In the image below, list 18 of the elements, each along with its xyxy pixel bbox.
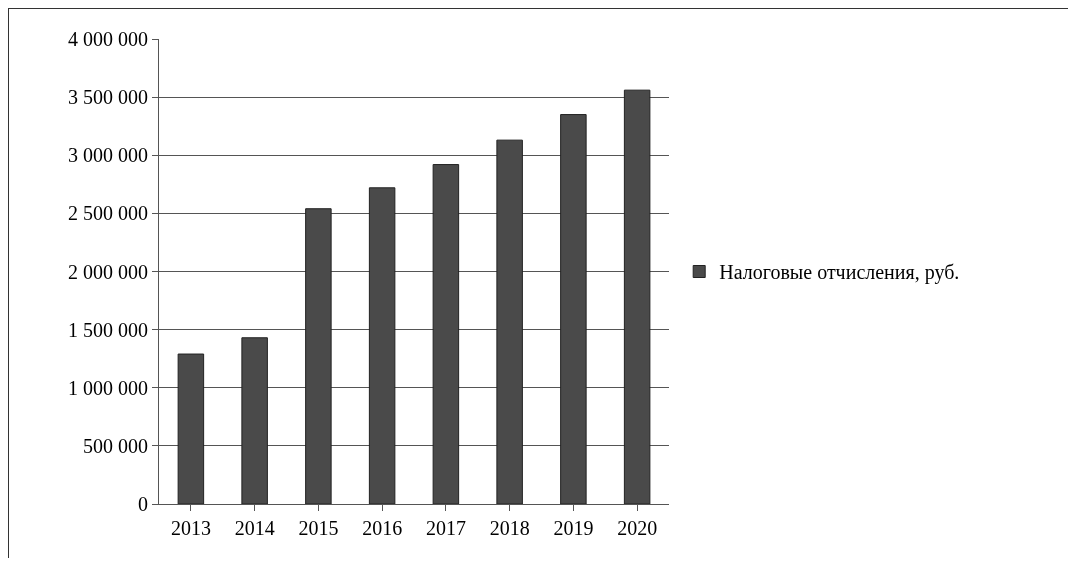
x-tick-label: 2018 [489, 517, 530, 539]
x-tick-label: 2014 [234, 517, 275, 539]
y-tick-label: 1 000 000 [68, 376, 148, 399]
x-tick-label: 2017 [425, 517, 466, 539]
legend-label: Налоговые отчисления, руб. [719, 261, 960, 285]
y-tick-label: 3 000 000 [68, 144, 148, 167]
y-tick-label: 2 000 000 [68, 260, 148, 283]
x-tick-label: 2020 [617, 517, 658, 539]
y-tick-label: 4 000 000 [68, 28, 148, 50]
x-tick-label: 2013 [170, 517, 211, 539]
y-tick-label: 2 500 000 [68, 202, 148, 225]
x-tick-label: 2015 [298, 517, 339, 539]
y-tick-label: 500 000 [83, 434, 148, 457]
y-tick-label: 3 500 000 [68, 86, 148, 109]
x-tick-label: 2019 [553, 517, 594, 539]
y-tick-label: 0 [138, 493, 148, 515]
y-tick-label: 1 500 000 [68, 318, 148, 341]
x-tick-label: 2016 [362, 517, 403, 539]
